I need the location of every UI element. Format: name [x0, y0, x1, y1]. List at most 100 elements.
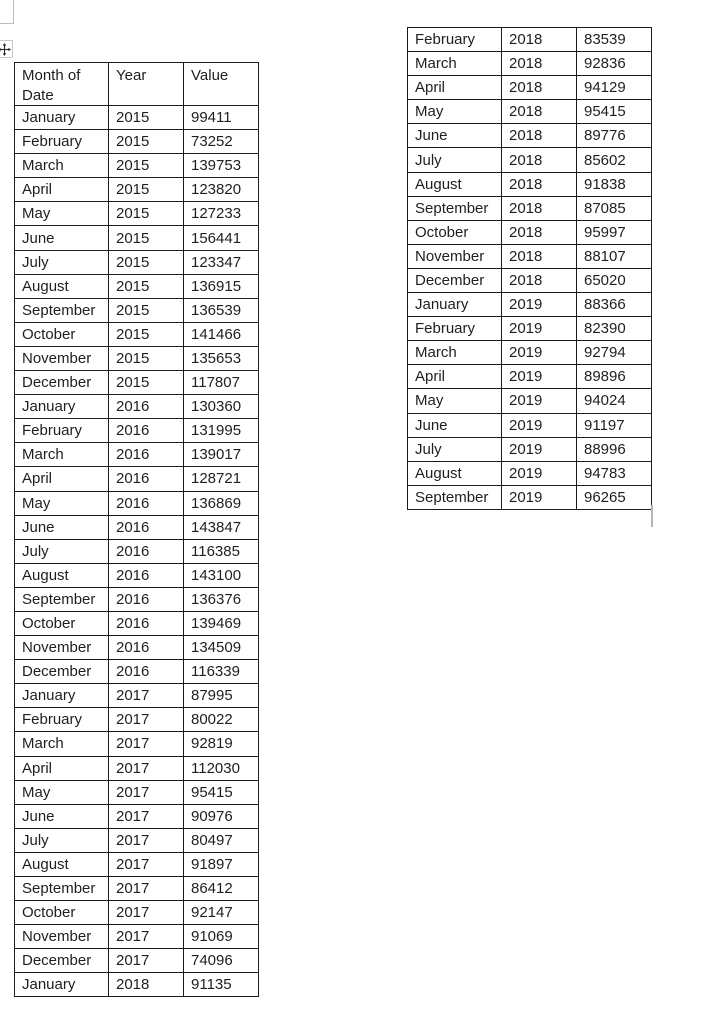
- table-cell[interactable]: 2017: [108, 755, 184, 781]
- table-cell[interactable]: 2015: [108, 321, 184, 347]
- table-cell[interactable]: 99411: [183, 104, 259, 131]
- table-cell[interactable]: 83539: [576, 26, 652, 53]
- table-cell[interactable]: September: [14, 875, 109, 902]
- table-cell[interactable]: July: [14, 249, 109, 275]
- table-cell[interactable]: 117807: [183, 370, 259, 396]
- table-cell[interactable]: 2016: [108, 562, 184, 588]
- table-cell[interactable]: October: [14, 900, 109, 926]
- table-cell[interactable]: October: [14, 321, 109, 347]
- table-cell[interactable]: 116339: [183, 659, 259, 685]
- table-cell[interactable]: 91069: [183, 924, 259, 950]
- table-cell[interactable]: 2016: [108, 394, 184, 420]
- table-cell[interactable]: 87085: [576, 195, 652, 221]
- table-cell[interactable]: 2019: [501, 412, 577, 438]
- table-cell[interactable]: 2017: [108, 803, 184, 829]
- table-cell[interactable]: 2015: [108, 273, 184, 299]
- table-cell[interactable]: 2018: [501, 75, 577, 101]
- table-cell[interactable]: 2015: [108, 345, 184, 372]
- table-cell[interactable]: 87995: [183, 683, 259, 709]
- table-cell[interactable]: 143100: [183, 562, 259, 588]
- table-cell[interactable]: 2017: [108, 948, 184, 974]
- table-cell[interactable]: 141466: [183, 321, 259, 347]
- table-cell[interactable]: 131995: [183, 418, 259, 444]
- table-cell[interactable]: 94024: [576, 388, 652, 414]
- table-cell[interactable]: 85602: [576, 147, 652, 173]
- table-cell[interactable]: April: [14, 466, 109, 492]
- table-cell[interactable]: 88107: [576, 243, 652, 269]
- table-cell[interactable]: 94783: [576, 460, 652, 486]
- table-cell[interactable]: 89776: [576, 123, 652, 149]
- table-cell[interactable]: April: [407, 75, 502, 101]
- table-cell[interactable]: 2018: [501, 219, 577, 245]
- table-cell[interactable]: 116385: [183, 538, 259, 564]
- table-cell[interactable]: July: [14, 827, 109, 853]
- table-cell[interactable]: 2016: [108, 418, 184, 444]
- table-cell[interactable]: 95997: [576, 219, 652, 245]
- col-header-year[interactable]: Year: [108, 62, 184, 106]
- table-cell[interactable]: 82390: [576, 316, 652, 342]
- table-cell[interactable]: 2016: [108, 514, 184, 540]
- table-cell[interactable]: 128721: [183, 466, 259, 492]
- table-cell[interactable]: 2016: [108, 442, 184, 468]
- table-cell[interactable]: May: [407, 99, 502, 125]
- table-cell[interactable]: November: [14, 345, 109, 372]
- table-cell[interactable]: 2017: [108, 924, 184, 950]
- table-cell[interactable]: 112030: [183, 755, 259, 781]
- col-header-value[interactable]: Value: [183, 62, 259, 106]
- table-cell[interactable]: June: [14, 225, 109, 251]
- table-cell[interactable]: March: [14, 153, 109, 179]
- table-cell[interactable]: February: [407, 26, 502, 53]
- table-cell[interactable]: 2016: [108, 586, 184, 612]
- table-cell[interactable]: 74096: [183, 948, 259, 974]
- table-cell[interactable]: 2019: [501, 388, 577, 414]
- table-cell[interactable]: 2016: [108, 659, 184, 685]
- table-cell[interactable]: 2019: [501, 460, 577, 486]
- table-cell[interactable]: 2016: [108, 610, 184, 637]
- table-cell[interactable]: 91135: [183, 972, 259, 998]
- table-cell[interactable]: 139469: [183, 610, 259, 637]
- table-cell[interactable]: 2016: [108, 635, 184, 661]
- table-cell[interactable]: 80497: [183, 827, 259, 853]
- table-cell[interactable]: January: [407, 292, 502, 318]
- table-cell[interactable]: 2017: [108, 683, 184, 709]
- table-cell[interactable]: 2017: [108, 827, 184, 853]
- table-cell[interactable]: October: [14, 610, 109, 637]
- table-cell[interactable]: April: [407, 364, 502, 390]
- table-cell[interactable]: 2016: [108, 538, 184, 564]
- table-cell[interactable]: June: [14, 514, 109, 540]
- table-cell[interactable]: 92836: [576, 51, 652, 77]
- table-cell[interactable]: February: [14, 129, 109, 155]
- table-cell[interactable]: 92147: [183, 900, 259, 926]
- table-cell[interactable]: May: [407, 388, 502, 414]
- table-cell[interactable]: 136539: [183, 297, 259, 323]
- table-cell[interactable]: 2019: [501, 340, 577, 366]
- table-cell[interactable]: 2019: [501, 364, 577, 390]
- table-cell[interactable]: November: [14, 924, 109, 950]
- table-cell[interactable]: 86412: [183, 875, 259, 902]
- table-cell[interactable]: 123820: [183, 177, 259, 203]
- table-cell[interactable]: August: [14, 851, 109, 878]
- table-cell[interactable]: 127233: [183, 201, 259, 227]
- table-cell[interactable]: 2019: [501, 316, 577, 342]
- table-cell[interactable]: October: [407, 219, 502, 245]
- table-cell[interactable]: 91838: [576, 171, 652, 197]
- table-cell[interactable]: 2017: [108, 779, 184, 805]
- table-cell[interactable]: 89896: [576, 364, 652, 390]
- table-cell[interactable]: 95415: [183, 779, 259, 805]
- table-cell[interactable]: 136869: [183, 490, 259, 516]
- table-cell[interactable]: 2015: [108, 201, 184, 227]
- table-cell[interactable]: 90976: [183, 803, 259, 829]
- table-cell[interactable]: 88366: [576, 292, 652, 318]
- table-cell[interactable]: 130360: [183, 394, 259, 420]
- table-cell[interactable]: 92819: [183, 731, 259, 757]
- table-cell[interactable]: 2018: [108, 972, 184, 998]
- table-cell[interactable]: November: [407, 243, 502, 269]
- col-header-month[interactable]: Month of Date: [14, 62, 109, 106]
- table-cell[interactable]: 2018: [501, 243, 577, 269]
- table-cell[interactable]: 2016: [108, 490, 184, 516]
- table-cell[interactable]: 80022: [183, 707, 259, 733]
- table-cell[interactable]: 2015: [108, 249, 184, 275]
- table-cell[interactable]: 95415: [576, 99, 652, 125]
- table-cell[interactable]: 139017: [183, 442, 259, 468]
- table-cell[interactable]: 92794: [576, 340, 652, 366]
